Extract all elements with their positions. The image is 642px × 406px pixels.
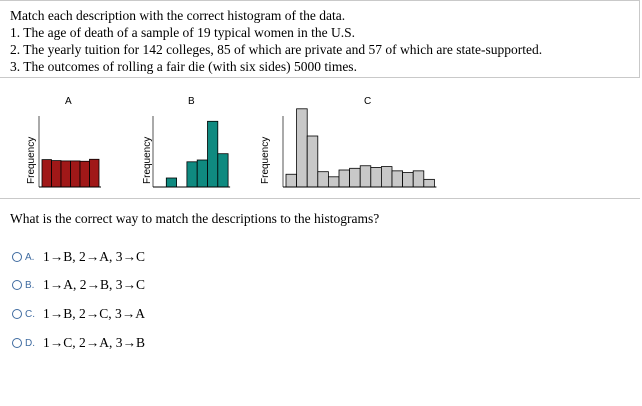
question-block: Match each description with the correct … bbox=[0, 0, 640, 78]
histogram-b-plot bbox=[152, 116, 231, 188]
option-letter-a: A. bbox=[25, 251, 35, 263]
option-letter-c: C. bbox=[25, 308, 35, 320]
histogram-b-title: B bbox=[188, 96, 195, 107]
option-text-d: 1→C, 2→A, 3→B bbox=[43, 335, 146, 350]
histogram-bar bbox=[217, 153, 229, 188]
histogram-bar bbox=[60, 160, 71, 188]
histogram-bar bbox=[381, 166, 393, 188]
histogram-bar bbox=[186, 161, 198, 188]
answer-option-c[interactable]: C. 1→B, 2→C, 3→A bbox=[12, 304, 145, 324]
description-1: 1. The age of death of a sample of 19 ty… bbox=[10, 25, 356, 40]
answer-option-a[interactable]: A. 1→B, 2→A, 3→C bbox=[12, 247, 145, 267]
histogram-bar bbox=[165, 177, 177, 188]
histogram-c-plot bbox=[282, 108, 437, 188]
histogram-c-title: C bbox=[364, 96, 372, 107]
histogram-b: B Frequency bbox=[136, 96, 256, 196]
histogram-bar bbox=[41, 159, 52, 188]
histogram-bar bbox=[70, 160, 81, 188]
histogram-bar bbox=[306, 135, 319, 188]
answer-option-d[interactable]: D. 1→C, 2→A, 3→B bbox=[12, 333, 145, 353]
histogram-bar bbox=[296, 108, 308, 188]
histogram-bar bbox=[207, 120, 219, 188]
section-divider bbox=[0, 198, 640, 199]
option-text-c: 1→B, 2→C, 3→A bbox=[43, 306, 146, 321]
histogram-bar bbox=[51, 160, 62, 188]
histogram-bar bbox=[328, 176, 340, 188]
histogram-a: A Frequency bbox=[14, 96, 134, 196]
radio-button-b[interactable] bbox=[12, 280, 22, 290]
histogram-bar bbox=[196, 159, 208, 188]
histogram-a-title: A bbox=[65, 96, 72, 107]
histogram-bar bbox=[402, 172, 414, 188]
histogram-bar bbox=[359, 165, 372, 188]
radio-button-a[interactable] bbox=[12, 252, 22, 262]
histogram-bar bbox=[349, 167, 361, 188]
histogram-bar bbox=[370, 167, 382, 188]
histogram-bar bbox=[89, 158, 100, 188]
histogram-a-plot bbox=[38, 116, 101, 188]
histogram-bar bbox=[423, 178, 435, 188]
option-text-a: 1→B, 2→A, 3→C bbox=[43, 249, 146, 264]
histogram-bar bbox=[412, 170, 425, 188]
histogram-c: C Frequency bbox=[256, 96, 437, 196]
answer-option-b[interactable]: B. 1→A, 2→B, 3→C bbox=[12, 275, 145, 295]
histogram-bar bbox=[338, 169, 351, 188]
histogram-bar bbox=[317, 171, 329, 188]
description-3: 3. The outcomes of rolling a fair die (w… bbox=[10, 59, 357, 74]
histogram-bar bbox=[79, 160, 90, 188]
question-instruction: Match each description with the correct … bbox=[10, 8, 346, 23]
question-prompt: What is the correct way to match the des… bbox=[10, 211, 380, 226]
histogram-bar bbox=[391, 170, 404, 188]
option-letter-b: B. bbox=[25, 279, 35, 291]
radio-button-c[interactable] bbox=[12, 309, 22, 319]
radio-button-d[interactable] bbox=[12, 338, 22, 348]
description-2: 2. The yearly tuition for 142 colleges, … bbox=[10, 42, 543, 57]
histogram-bar bbox=[285, 173, 298, 188]
option-text-b: 1→A, 2→B, 3→C bbox=[43, 277, 146, 292]
option-letter-d: D. bbox=[25, 337, 35, 349]
